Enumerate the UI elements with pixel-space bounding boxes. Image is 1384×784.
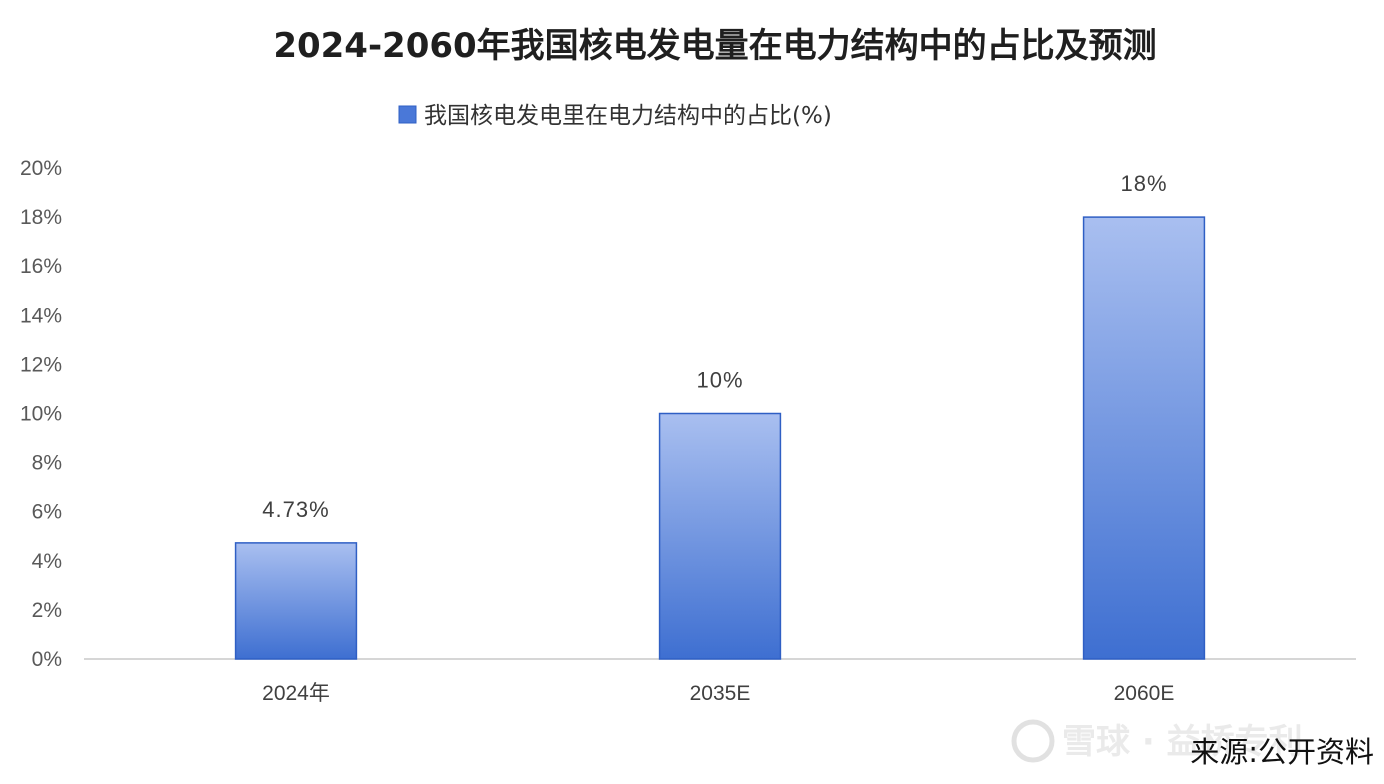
x-tick-label: 2024年 xyxy=(262,682,330,705)
bar-value-label: 4.73% xyxy=(262,497,329,522)
y-tick-label: 20% xyxy=(20,157,62,180)
data-labels: 4.73% 10% 18% xyxy=(262,171,1167,522)
chart-title: 2024-2060年我国核电发电量在电力结构中的占比及预测 xyxy=(273,26,1156,66)
y-tick-label: 0% xyxy=(32,648,62,671)
legend: 我国核电发电里在电力结构中的占比(%) xyxy=(398,103,832,129)
bar-value-label: 10% xyxy=(696,368,743,393)
y-tick-label: 14% xyxy=(20,304,62,327)
y-tick-label: 10% xyxy=(20,403,62,426)
source-text: 来源:公开资料 xyxy=(1190,735,1374,769)
bar xyxy=(658,412,782,660)
bar xyxy=(234,542,358,660)
bar-value-label: 18% xyxy=(1120,171,1167,196)
y-tick-label: 12% xyxy=(20,353,62,376)
y-tick-label: 16% xyxy=(20,255,62,278)
y-axis: 0% 2% 4% 6% 8% 10% 12% 14% 16% 18% 20% xyxy=(20,157,62,671)
y-tick-label: 18% xyxy=(20,206,62,229)
legend-swatch xyxy=(398,105,417,124)
watermark-logo-icon xyxy=(1011,719,1055,763)
watermark-text: 雪球 · 益桥专利 xyxy=(1062,722,1303,762)
watermark: 雪球 · 益桥专利 xyxy=(1011,719,1303,763)
y-tick-label: 6% xyxy=(32,501,62,524)
x-tick-label: 2060E xyxy=(1114,682,1175,705)
y-tick-label: 4% xyxy=(32,550,62,573)
legend-label: 我国核电发电里在电力结构中的占比(%) xyxy=(424,103,832,129)
y-tick-label: 8% xyxy=(32,452,62,475)
bar xyxy=(1082,216,1206,660)
x-tick-label: 2035E xyxy=(690,682,751,705)
bars xyxy=(234,216,1206,660)
y-tick-label: 2% xyxy=(32,599,62,622)
x-axis: 2024年 2035E 2060E xyxy=(262,682,1174,705)
